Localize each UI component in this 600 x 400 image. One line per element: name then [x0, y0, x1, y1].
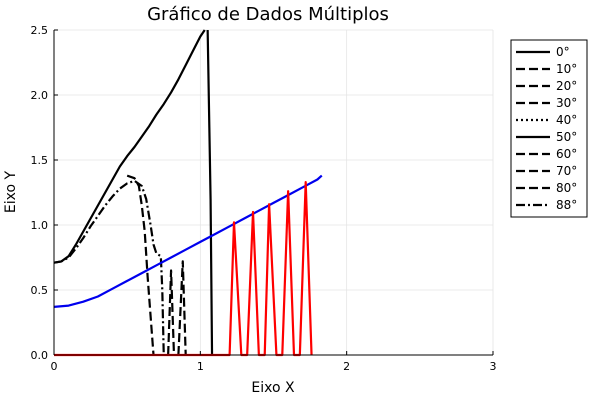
- x-tick-label: 3: [490, 360, 497, 373]
- x-tick-label: 0: [51, 360, 58, 373]
- series-line-0: [53, 29, 206, 264]
- series-line-5: [177, 260, 187, 356]
- series-line-2: [53, 179, 165, 356]
- x-axis-label: Eixo X: [251, 380, 295, 396]
- legend-label-8: 80°: [556, 181, 577, 195]
- x-tick-label: 1: [197, 360, 204, 373]
- legend-label-3: 30°: [556, 96, 577, 110]
- y-tick-label: 1.0: [31, 219, 49, 232]
- axes: 0 1 2 3 0.0 0.5 1.0 1.5 2.0 2.5: [31, 24, 497, 373]
- legend-label-0: 0°: [556, 45, 570, 59]
- series-line-1: [206, 29, 214, 356]
- y-tick-label: 2.0: [31, 89, 49, 102]
- legend-label-1: 10°: [556, 62, 577, 76]
- y-tick-label: 0.5: [31, 284, 49, 297]
- legend-label-9: 88°: [556, 198, 577, 212]
- legend-label-6: 60°: [556, 147, 577, 161]
- legend-label-4: 40°: [556, 113, 577, 127]
- chart-title: Gráfico de Dados Múltiplos: [147, 4, 389, 25]
- y-tick-label: 1.5: [31, 154, 49, 167]
- y-tick-label: 0.0: [31, 349, 49, 362]
- series-line-4: [167, 269, 176, 356]
- series-line-6: [53, 174, 323, 308]
- x-tick-label: 2: [343, 360, 350, 373]
- legend-label-2: 20°: [556, 79, 577, 93]
- legend: 0° 10° 20° 30° 40° 50° 60° 70° 80° 88°: [510, 39, 588, 218]
- legend-label-5: 50°: [556, 130, 577, 144]
- legend-label-7: 70°: [556, 164, 577, 178]
- y-tick-label: 2.5: [31, 24, 49, 37]
- y-axis-label: Eixo Y: [3, 170, 19, 213]
